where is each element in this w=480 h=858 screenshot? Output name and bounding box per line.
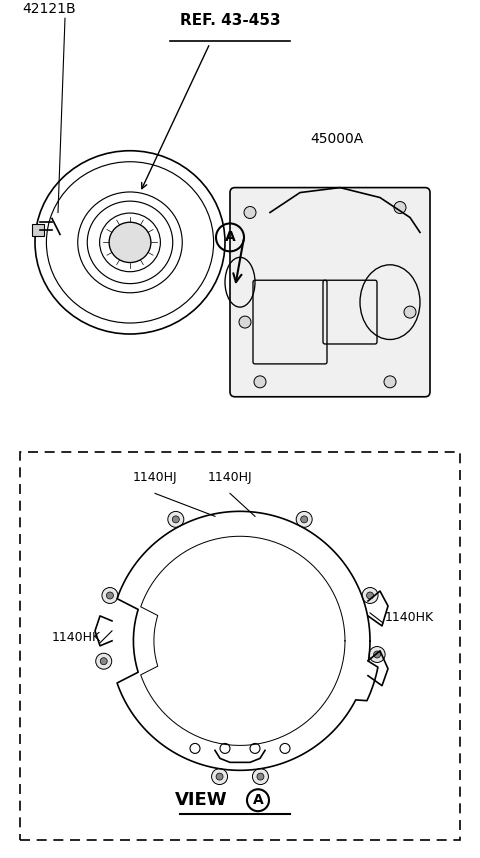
Circle shape <box>300 516 308 523</box>
FancyBboxPatch shape <box>230 188 430 396</box>
Text: A: A <box>252 794 264 807</box>
Text: VIEW: VIEW <box>175 791 228 809</box>
Text: 1140HJ: 1140HJ <box>208 471 252 485</box>
Text: 1140HK: 1140HK <box>385 611 434 624</box>
Circle shape <box>257 773 264 780</box>
Circle shape <box>369 647 385 662</box>
Circle shape <box>244 207 256 219</box>
Text: 1140HJ: 1140HJ <box>132 471 177 485</box>
Text: 42121B: 42121B <box>22 3 76 16</box>
Circle shape <box>296 511 312 528</box>
Circle shape <box>216 773 223 780</box>
Circle shape <box>254 376 266 388</box>
Bar <box>32 225 44 237</box>
Circle shape <box>172 516 180 523</box>
Text: A: A <box>225 231 235 245</box>
Circle shape <box>404 306 416 318</box>
Bar <box>20 451 460 840</box>
Circle shape <box>239 316 251 328</box>
Text: REF. 43-453: REF. 43-453 <box>180 13 280 28</box>
Circle shape <box>384 376 396 388</box>
Text: 45000A: 45000A <box>310 132 363 146</box>
Circle shape <box>168 511 184 528</box>
Circle shape <box>107 592 113 599</box>
Circle shape <box>373 651 381 658</box>
Circle shape <box>394 202 406 214</box>
Circle shape <box>102 588 118 603</box>
Circle shape <box>367 592 373 599</box>
Circle shape <box>96 653 112 669</box>
Circle shape <box>362 588 378 603</box>
Text: 1140HK: 1140HK <box>52 631 101 644</box>
Circle shape <box>100 658 107 665</box>
Circle shape <box>252 769 268 784</box>
Ellipse shape <box>109 222 151 263</box>
Circle shape <box>212 769 228 784</box>
